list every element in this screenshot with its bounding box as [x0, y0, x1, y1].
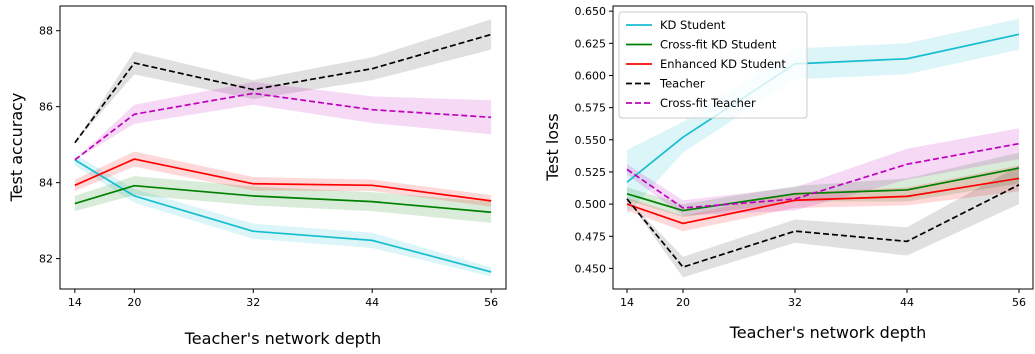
series-line-enhanced [626, 177, 1020, 225]
band-teacher [627, 165, 1019, 278]
x-tick-label: 14 [620, 296, 634, 309]
legend-label-teacher: Teacher [659, 77, 705, 91]
y-axis-label: Test loss [543, 113, 562, 182]
series-line-crossfit [74, 184, 492, 214]
y-tick-label: 0.625 [575, 37, 607, 50]
y-tick-label: 82 [39, 253, 53, 266]
series-line-crossfit_teacher [74, 92, 492, 161]
series-line-enhanced [74, 158, 492, 202]
y-tick-label: 86 [39, 101, 53, 114]
series-line-crossfit_teacher [626, 142, 1020, 209]
x-tick-label: 20 [127, 296, 141, 309]
accuracy-chart: 14 20 32 44 56 82 84 86 88 Teacher's network de… [7, 5, 507, 348]
band-teacher [74, 19, 492, 143]
x-axis-label: Teacher's network depth [729, 323, 927, 342]
plot-frame [612, 5, 1034, 290]
y-tick-label: 0.475 [575, 230, 607, 243]
x-tick-layer: 14 20 32 44 56 [620, 289, 1026, 309]
band-crossfit [74, 176, 492, 223]
y-tick-label: 84 [39, 177, 53, 190]
legend-label-crossfit_teacher: Cross-fit Teacher [660, 96, 756, 110]
series-line-teacher [626, 184, 1020, 268]
x-tick-label: 56 [1012, 296, 1026, 309]
legend-label-crossfit: Cross-fit KD Student [660, 38, 777, 52]
line-layer [626, 33, 1020, 268]
band-crossfit_teacher [74, 81, 492, 160]
band-enhanced [74, 151, 492, 207]
legend-label-enhanced: Enhanced KD Student [660, 57, 786, 71]
y-tick-label: 0.525 [575, 166, 607, 179]
band-kd [74, 154, 492, 277]
y-tick-layer: 0.450 0.475 0.500 0.525 0.550 0.575 0.600 0.625… [575, 5, 613, 275]
series-line-kd [74, 159, 492, 273]
x-tick-label: 44 [900, 296, 914, 309]
band-layer [74, 19, 492, 277]
band-kd [627, 18, 1019, 215]
plot-frame [59, 5, 507, 290]
x-tick-label: 14 [68, 296, 82, 309]
line-layer [74, 33, 492, 273]
y-axis-label: Test accuracy [7, 93, 26, 203]
x-tick-label: 32 [246, 296, 260, 309]
y-tick-label: 0.600 [575, 69, 607, 82]
x-tick-label: 44 [365, 296, 379, 309]
y-tick-label: 88 [39, 25, 53, 38]
y-tick-label: 0.575 [575, 102, 607, 115]
band-crossfit [627, 152, 1019, 217]
legend: KD Student Cross-fit KD Student Enhanced K… [618, 11, 808, 119]
legend-label-kd: KD Student [660, 18, 726, 32]
x-tick-label: 32 [788, 296, 802, 309]
x-tick-layer: 14 20 32 44 56 [68, 289, 498, 309]
legend-box [618, 11, 808, 119]
series-line-crossfit [626, 167, 1020, 212]
y-tick-layer: 82 84 86 88 [39, 25, 60, 266]
band-crossfit_teacher [627, 128, 1019, 216]
y-tick-label: 0.650 [575, 5, 607, 18]
x-tick-label: 20 [676, 296, 690, 309]
y-tick-label: 0.500 [575, 198, 607, 211]
series-line-teacher [74, 33, 492, 144]
x-tick-label: 56 [484, 296, 498, 309]
x-axis-label: Teacher's network depth [184, 329, 382, 348]
y-tick-label: 0.450 [575, 262, 607, 275]
y-tick-label: 0.550 [575, 134, 607, 147]
loss-chart: 14 20 32 44 56 0.450 0.475 0.500 0.525 0.550 0.57… [543, 5, 1034, 342]
